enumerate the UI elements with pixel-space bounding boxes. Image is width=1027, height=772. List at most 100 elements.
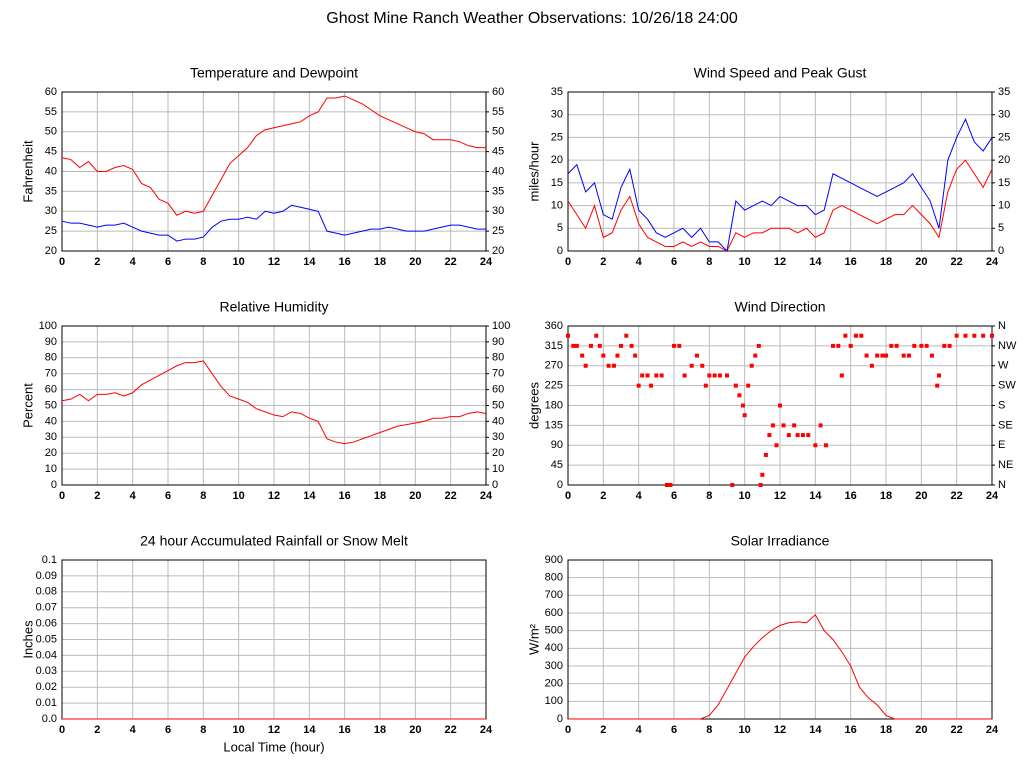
data-point: [880, 353, 885, 358]
data-point: [707, 373, 712, 378]
data-point: [901, 353, 906, 358]
data-point: [664, 483, 669, 487]
y2-tick-label: 40: [492, 165, 504, 177]
x-tick-label: 14: [303, 724, 316, 736]
data-point: [906, 353, 911, 358]
y2-tick-label: W: [998, 360, 1009, 372]
data-point: [864, 353, 869, 358]
y-tick-label: 0.07: [36, 602, 57, 614]
y-axis-label: degrees: [526, 382, 541, 429]
y-tick-label: 200: [545, 678, 563, 690]
x-tick-label: 0: [59, 490, 65, 502]
data-point: [629, 343, 634, 348]
chart-title: Wind Speed and Peak Gust: [694, 65, 867, 81]
x-tick-label: 12: [774, 724, 786, 736]
x-tick-label: 22: [445, 724, 457, 736]
data-point: [767, 433, 772, 438]
y2-tick-label: NW: [998, 340, 1017, 352]
data-point: [795, 433, 800, 438]
x-tick-label: 12: [268, 256, 280, 268]
data-point: [746, 383, 751, 388]
x-tick-label: 12: [774, 490, 786, 502]
data-point: [649, 383, 654, 388]
x-tick-label: 24: [480, 490, 493, 502]
y2-tick-label: 30: [492, 431, 504, 443]
data-point: [990, 333, 994, 338]
data-point: [682, 373, 687, 378]
x-tick-label: 2: [600, 256, 606, 268]
x-tick-label: 18: [374, 490, 386, 502]
data-point: [912, 343, 917, 348]
x-tick-label: 20: [915, 724, 927, 736]
x-tick-label: 22: [445, 490, 457, 502]
data-point: [929, 353, 934, 358]
y2-tick-label: 10: [998, 199, 1010, 211]
x-tick-label: 20: [915, 490, 927, 502]
y-tick-label: 270: [545, 360, 563, 372]
y2-tick-label: 20: [492, 447, 504, 459]
chart-title: Wind Direction: [734, 299, 825, 315]
y2-tick-label: N: [998, 320, 1006, 332]
x-tick-label: 6: [671, 256, 677, 268]
y2-tick-label: 25: [998, 131, 1010, 143]
y-tick-label: 15: [551, 177, 563, 189]
y2-tick-label: 40: [492, 415, 504, 427]
data-point: [806, 433, 811, 438]
y2-tick-label: 60: [492, 86, 504, 98]
y-tick-label: 0.08: [36, 586, 57, 598]
x-tick-label: 14: [809, 724, 822, 736]
x-tick-label: 2: [600, 490, 606, 502]
x-tick-label: 2: [94, 256, 100, 268]
plot-frame: [567, 559, 993, 720]
y2-tick-label: 25: [492, 225, 504, 237]
x-tick-label: 16: [845, 256, 857, 268]
data-point: [972, 333, 977, 338]
data-point: [853, 333, 858, 338]
y-tick-label: 0.03: [36, 665, 57, 677]
data-point: [884, 353, 888, 358]
x-tick-label: 6: [671, 490, 677, 502]
x-tick-label: 14: [809, 490, 822, 502]
y-tick-label: 35: [45, 185, 57, 197]
x-tick-label: 18: [374, 256, 386, 268]
data-point: [712, 373, 717, 378]
data-point: [571, 343, 576, 348]
y-tick-label: 25: [45, 225, 57, 237]
y-tick-label: 45: [551, 459, 563, 471]
y2-tick-label: 45: [492, 146, 504, 158]
x-tick-label: 14: [809, 256, 822, 268]
x-tick-label: 16: [845, 490, 857, 502]
data-point: [725, 373, 729, 378]
y-tick-label: 50: [45, 399, 57, 411]
data-point: [954, 333, 959, 338]
data-line: [568, 613, 992, 720]
x-tick-label: 14: [303, 490, 316, 502]
data-point: [800, 433, 805, 438]
chart-title: Relative Humidity: [220, 299, 329, 315]
data-point: [836, 343, 841, 348]
y-tick-label: 0: [51, 479, 57, 491]
x-tick-label: 20: [409, 256, 421, 268]
x-tick-label: 2: [94, 490, 100, 502]
data-line: [61, 360, 487, 445]
y2-tick-label: 0: [998, 245, 1004, 257]
y-tick-label: 900: [545, 554, 563, 566]
y-tick-label: 100: [39, 320, 57, 332]
chart-title: Temperature and Dewpoint: [190, 65, 358, 81]
y-tick-label: 135: [545, 419, 563, 431]
y2-tick-label: 50: [492, 399, 504, 411]
x-tick-label: 12: [268, 724, 280, 736]
y-tick-label: 0.02: [36, 681, 57, 693]
x-tick-label: 0: [565, 490, 571, 502]
y-tick-label: 40: [45, 415, 57, 427]
y-tick-label: 90: [45, 336, 57, 348]
chart-title: Solar Irradiance: [731, 533, 830, 549]
x-tick-label: 12: [774, 256, 786, 268]
y-tick-label: 50: [45, 126, 57, 138]
y-tick-label: 90: [551, 439, 563, 451]
data-point: [597, 343, 602, 348]
y-tick-label: 700: [545, 589, 563, 601]
x-tick-label: 16: [339, 256, 351, 268]
y2-tick-label: 35: [492, 185, 504, 197]
x-tick-label: 10: [739, 490, 751, 502]
